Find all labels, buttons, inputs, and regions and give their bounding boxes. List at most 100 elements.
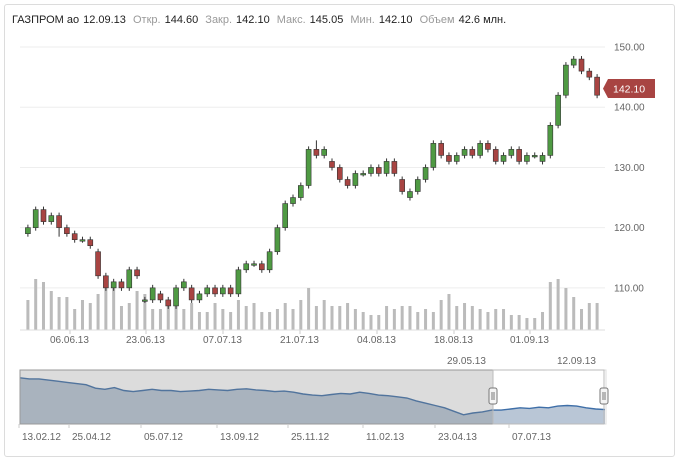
open-value: 144.60 <box>164 14 199 26</box>
volume-bar <box>525 318 529 330</box>
volume-bar <box>307 288 311 330</box>
navigator[interactable]: 29.05.13 12.09.13 13.02.12 25.04.12 05.07.… <box>18 356 609 443</box>
volume-bar <box>244 306 248 330</box>
candle <box>446 155 452 162</box>
volume-bar <box>260 312 264 330</box>
volume-bar <box>127 303 131 330</box>
candle <box>40 209 47 222</box>
volume-bar <box>447 294 451 330</box>
volume-bar <box>346 303 350 330</box>
last-price-flag-shape <box>603 79 655 98</box>
volume-bar <box>65 297 69 330</box>
volume-bar <box>463 303 467 330</box>
volume-bar <box>26 300 30 330</box>
volume-bar <box>268 312 272 330</box>
candle <box>251 263 257 266</box>
low-label: Мин. <box>350 14 375 26</box>
candle <box>586 70 593 78</box>
volume-bar <box>205 312 209 330</box>
navigator-mask <box>19 369 494 425</box>
candle <box>360 173 366 176</box>
volume-value: 42.6 млн. <box>458 14 507 26</box>
candle <box>594 76 600 96</box>
navigator-handle-right[interactable] <box>599 387 609 405</box>
candle <box>212 287 218 295</box>
candle <box>469 149 476 156</box>
volume-bar <box>377 315 381 330</box>
volume-bar <box>49 291 53 330</box>
range-end-label: 12.09.13 <box>557 356 596 367</box>
candle <box>539 155 546 162</box>
volume-bar <box>416 312 420 330</box>
volume-bar <box>221 309 225 330</box>
volume-bar <box>252 303 256 330</box>
candle <box>336 167 343 180</box>
close-value: 142.10 <box>236 14 270 26</box>
candle <box>352 173 359 186</box>
candle <box>235 269 242 295</box>
volume-bar <box>143 294 147 330</box>
navigator-x-tick-label: 05.07.12 <box>144 432 183 443</box>
candle <box>547 125 554 156</box>
volume-bar <box>494 309 498 330</box>
volume-bar <box>330 306 334 330</box>
candle <box>313 149 320 156</box>
candle <box>298 185 304 198</box>
candle <box>383 161 390 174</box>
candle <box>95 251 101 277</box>
y-tick-label: 110.00 <box>614 283 644 294</box>
volume-bar <box>580 309 584 330</box>
volume-bar <box>151 309 155 330</box>
volume-bar <box>73 309 77 330</box>
volume-bar <box>509 315 513 330</box>
volume-bar <box>517 315 521 330</box>
candle <box>25 227 31 234</box>
candle <box>103 275 109 289</box>
volume-bar <box>182 309 186 330</box>
candle <box>220 287 226 295</box>
volume-bar <box>119 306 123 330</box>
y-tick-label: 140.00 <box>614 103 645 114</box>
candle <box>344 179 351 186</box>
volume-bar <box>556 279 560 330</box>
x-tick-label: 21.07.13 <box>280 335 319 346</box>
y-tick-label: 130.00 <box>614 163 645 174</box>
candle <box>142 299 148 302</box>
last-price-flag: 142.10 <box>603 79 655 98</box>
volume-bar <box>361 312 365 330</box>
volume-bar <box>291 309 295 330</box>
navigator-x-tick-label: 25.11.12 <box>291 432 330 443</box>
volume-bar <box>572 297 576 330</box>
candle <box>570 58 577 66</box>
candle <box>329 161 335 168</box>
close-label: Закр. <box>205 14 233 26</box>
candle <box>500 155 507 162</box>
candle <box>563 64 569 96</box>
navigator-x-axis: 13.02.12 25.04.12 05.07.12 13.09.12 25.11.12… <box>18 424 551 443</box>
candle <box>173 287 179 307</box>
volume-bar <box>190 303 194 330</box>
candle <box>453 155 460 162</box>
candle <box>56 215 62 228</box>
candle <box>407 191 413 198</box>
candle <box>196 293 203 301</box>
x-tick-label: 23.06.13 <box>126 335 165 346</box>
volume-bar <box>385 306 389 330</box>
high-label: Макс. <box>276 14 306 26</box>
candle <box>555 94 561 126</box>
volume-bar <box>135 291 139 330</box>
volume-bar <box>486 312 490 330</box>
volume-bar <box>275 309 279 330</box>
volume-bar <box>314 306 318 330</box>
volume-bar <box>229 312 233 330</box>
candle <box>485 143 491 150</box>
candle <box>149 287 156 301</box>
volume-bar <box>470 306 474 330</box>
candle <box>375 167 382 174</box>
candle <box>126 269 133 289</box>
x-tick-label: 06.06.13 <box>50 335 89 346</box>
navigator-handle-left[interactable] <box>488 387 498 405</box>
volume-bar <box>34 279 38 330</box>
volume-bar <box>478 309 482 330</box>
volume-bar <box>80 300 84 330</box>
